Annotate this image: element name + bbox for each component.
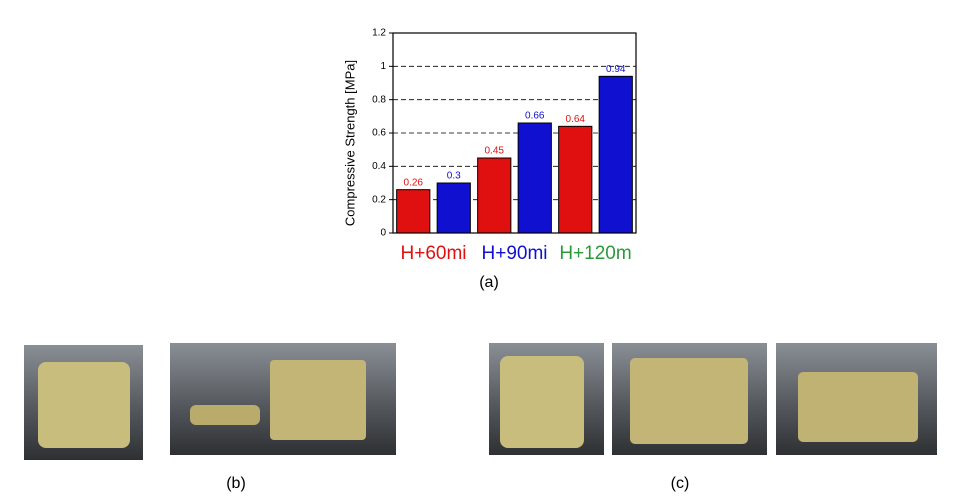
bar xyxy=(477,157,512,234)
data-label: 0.66 xyxy=(525,111,545,122)
bar xyxy=(396,189,431,234)
photo xyxy=(489,343,604,455)
y-axis-label: Compressive Strength [MPa] xyxy=(342,60,357,226)
group-label: H+90mi xyxy=(482,243,548,264)
caption: (a) xyxy=(479,274,499,291)
photo xyxy=(170,343,396,455)
y-tick-label: 0.2 xyxy=(372,194,386,205)
y-tick-label: 1.2 xyxy=(372,28,386,39)
y-tick-label: 0 xyxy=(380,228,386,239)
bar xyxy=(598,75,633,234)
photo xyxy=(612,343,767,455)
y-tick-label: 1 xyxy=(380,61,386,72)
group-label: H+60mi xyxy=(401,243,467,264)
plot-frame xyxy=(392,32,637,234)
caption: (c) xyxy=(671,475,690,492)
data-label: 0.94 xyxy=(606,64,626,75)
photo xyxy=(24,345,143,460)
data-label: 0.3 xyxy=(447,171,461,182)
bar xyxy=(517,122,552,234)
data-label: 0.26 xyxy=(404,177,424,188)
y-tick-label: 0.6 xyxy=(372,128,386,139)
bar xyxy=(436,182,471,234)
photo xyxy=(776,343,937,455)
caption: (b) xyxy=(226,475,246,492)
y-tick-label: 0.4 xyxy=(372,161,386,172)
data-label: 0.64 xyxy=(566,114,586,125)
data-label: 0.45 xyxy=(485,146,505,157)
y-tick-label: 0.8 xyxy=(372,94,386,105)
group-label: H+120m xyxy=(559,243,631,264)
bar xyxy=(558,125,593,234)
